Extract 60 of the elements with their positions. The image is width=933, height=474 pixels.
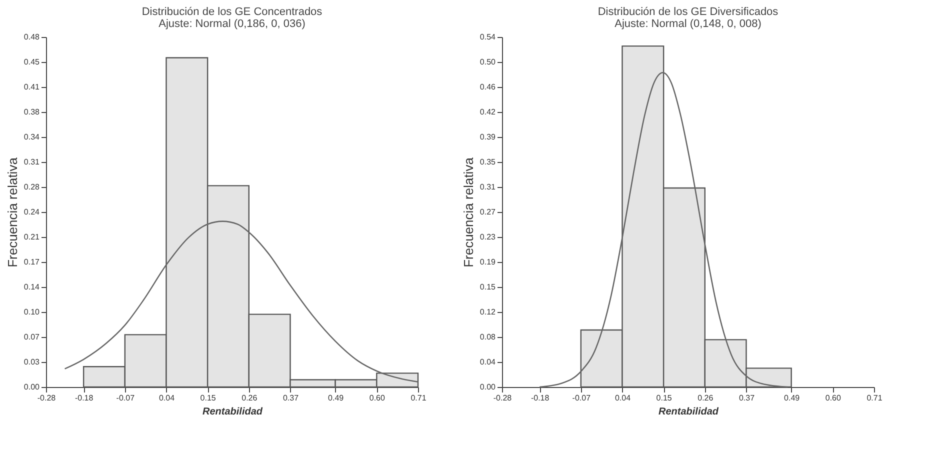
x-tick-label: 0.60 [825,394,842,402]
y-tick-label: 0.04 [480,358,496,366]
y-tick-label: 0.34 [24,132,40,142]
y-tick-label: 0.14 [24,282,40,292]
y-tick-label: 0.35 [480,158,496,166]
x-tick-label: -0.07 [572,394,592,402]
line-series [538,72,788,388]
y-tick-label: 0.23 [480,232,496,242]
y-tick-label: 0.00 [24,382,40,392]
line-series [64,220,419,383]
y-tick-label: 0.00 [480,382,496,392]
x-tick-label: 0.15 [200,394,216,402]
x-tick-label: 0.04 [158,394,176,402]
y-tick-label: 0.24 [24,208,40,216]
y-tick-label: 0.31 [24,158,40,166]
y-tick-label: 0.19 [480,258,496,266]
y-tick-label: 0.41 [24,82,40,92]
x-tick-label: 0.37 [738,394,756,402]
y-tick-label: 0.39 [480,132,496,142]
x-tick-label: 0.37 [282,394,300,402]
x-tick-label: -0.28 [37,394,56,402]
y-tick-label: 0.42 [480,107,496,116]
y-tick-label: 0.21 [24,232,40,242]
y-tick-label: 0.50 [480,58,496,66]
y-tick-label: 0.28 [24,182,40,192]
x-tick-label: 0.04 [614,394,632,402]
chart-title: Distribución de los GE Diversificados [598,6,779,18]
x-tick-label: -0.18 [74,394,94,402]
x-tick-label: -0.07 [116,394,136,402]
y-tick-label: 0.15 [480,282,496,292]
x-tick-label: 0.15 [656,394,672,402]
y-tick-label: 0.48 [24,32,40,42]
x-tick-label: 0.71 [410,394,427,402]
y-tick-label: 0.31 [480,182,496,192]
chart-subtitle: Ajuste: Normal (0,148, 0, 008) [614,18,762,30]
x-tick-label: 0.26 [242,394,258,402]
y-tick-label: 0.45 [24,58,40,66]
x-tick-label: 0.49 [328,394,344,402]
chart-title: Distribución de los GE Concentrados [142,6,323,18]
y-tick-label: 0.08 [480,332,496,342]
y-axis-title: Frecuencia relativa [460,156,476,268]
y-tick-label: 0.46 [480,82,496,92]
x-tick-label: 0.49 [784,394,800,402]
y-tick-label: 0.27 [480,208,496,216]
y-tick-label: 0.07 [24,332,40,342]
chart-subtitle: Ajuste: Normal (0,186, 0, 036) [158,18,306,30]
x-tick-label: -0.28 [493,394,512,402]
x-axis-title: Rentabilidad [202,406,264,418]
x-axis-title: Rentabilidad [658,406,720,418]
y-axis-title: Frecuencia relativa [4,156,20,268]
x-tick-label: 0.60 [369,394,386,402]
x-tick-label: -0.18 [530,394,550,402]
y-tick-label: 0.12 [480,308,496,317]
y-tick-label: 0.54 [480,32,496,42]
y-tick-label: 0.17 [24,258,40,266]
y-tick-label: 0.10 [24,308,40,316]
x-tick-label: 0.26 [698,394,714,402]
y-tick-label: 0.38 [24,108,40,116]
y-tick-label: 0.03 [24,358,40,366]
x-tick-label: 0.71 [866,394,883,402]
